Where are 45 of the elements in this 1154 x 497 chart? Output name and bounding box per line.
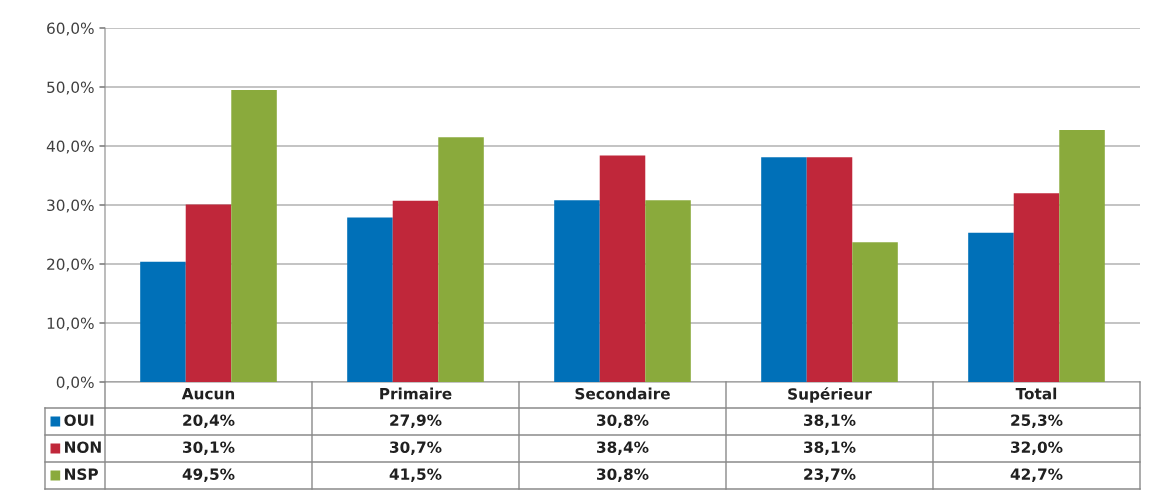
y-tick-label: 10,0% [47,317,94,331]
y-tick-label: 40,0% [46,140,94,154]
bar [599,155,646,382]
bar [347,217,393,382]
x-tick-label: Primaire [380,387,452,400]
data-label: 32,0% [1011,441,1063,455]
bar [438,137,484,382]
x-tick-label: Secondaire [575,387,670,400]
bar [852,242,898,382]
data-label: 38,1% [804,441,856,455]
y-tick-label: 20,0% [47,258,94,272]
y-tick-label: 50,0% [47,81,94,95]
y-tick-label: 60,0% [47,22,94,36]
data-label: 30,8% [597,468,649,482]
bar [231,89,277,382]
bar [806,157,853,382]
data-label: 30,8% [597,414,649,428]
bar [761,157,807,382]
x-tick-label: Supérieur [788,387,872,403]
data-label: 49,5% [182,468,235,482]
bar [392,200,439,382]
data-label: 42,7% [1010,468,1063,482]
bar [1059,130,1105,382]
data-label: 25,3% [1011,414,1063,428]
bar [185,204,232,382]
data-label: 27,9% [390,414,442,428]
data-label: 41,5% [389,468,442,482]
data-label: 30,1% [183,441,235,455]
data-label: 23,7% [804,468,856,482]
y-tick-label: 0,0% [56,376,94,390]
legend-label: NON [65,441,101,453]
y-tick-label: 30,0% [47,199,94,213]
x-tick-label: Aucun [181,388,235,400]
data-label: 38,1% [804,414,856,428]
bar [968,232,1014,382]
x-tick-label: Total [1015,387,1057,400]
legend-label: NSP [65,468,98,480]
bar [140,261,186,382]
data-label: 20,4% [183,414,235,428]
bar [1013,193,1060,382]
data-label: 38,4% [597,441,649,455]
bar [554,200,600,382]
bar [645,200,691,382]
data-label: 30,7% [390,441,442,455]
legend-label: OUI [64,414,94,426]
